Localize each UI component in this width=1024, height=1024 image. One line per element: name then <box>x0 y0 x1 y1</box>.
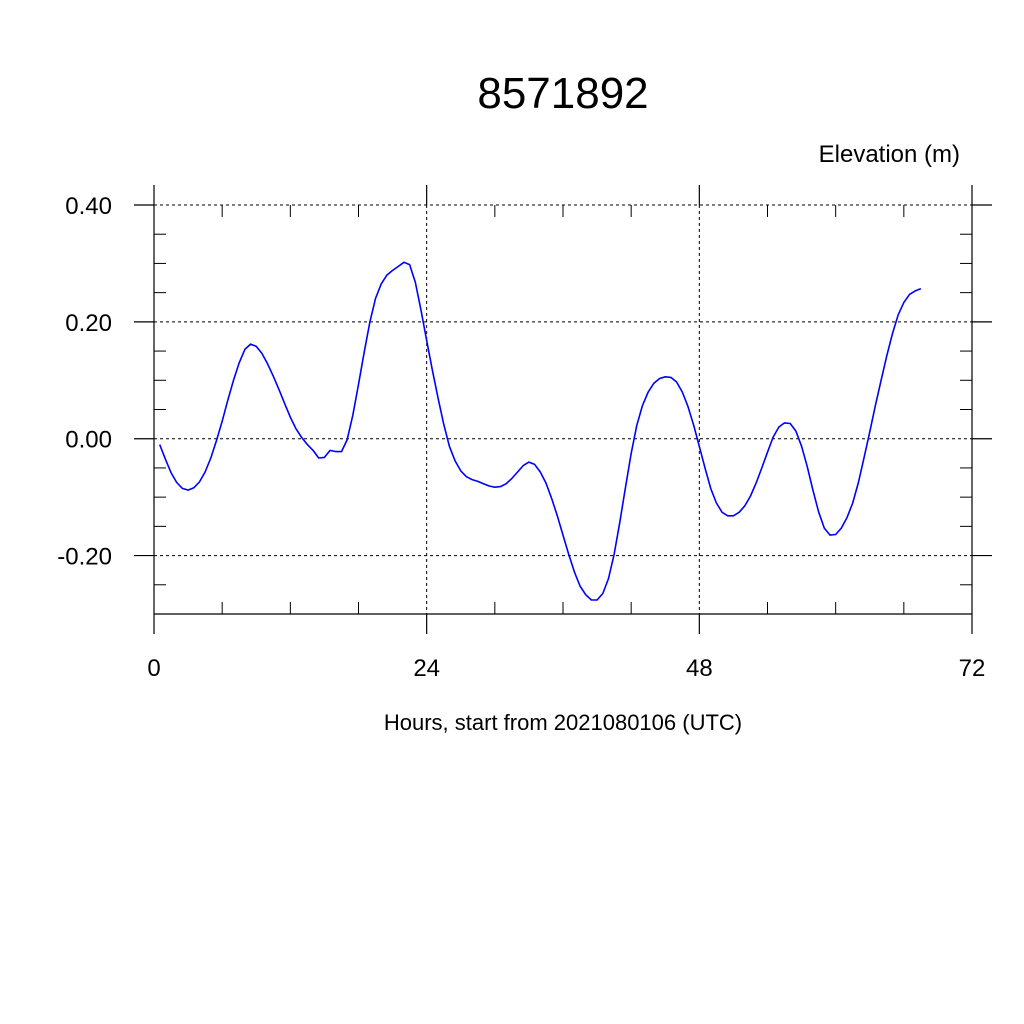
x-tick-label: 0 <box>147 655 160 682</box>
series-group <box>158 261 922 601</box>
plot-frame <box>153 205 973 615</box>
y-tick-label: 0.00 <box>65 427 112 454</box>
y-tick-label: 0.20 <box>65 310 112 337</box>
major-ticks <box>134 185 992 634</box>
y-tick-label: 0.40 <box>65 193 112 220</box>
chart-title: 8571892 <box>477 69 648 118</box>
x-axis-label: Hours, start from 2021080106 (UTC) <box>384 710 742 735</box>
series-line <box>158 261 922 601</box>
x-tick-label: 48 <box>686 655 713 682</box>
x-tick-label: 72 <box>959 655 986 682</box>
x-tick-label: 24 <box>413 655 440 682</box>
tick-labels: 0 24 48 72 -0.20 0.00 0.20 0.40 <box>57 193 985 682</box>
minor-ticks <box>154 205 972 615</box>
y-tick-label: -0.20 <box>57 544 112 571</box>
y-axis-label: Elevation (m) <box>819 141 960 168</box>
grid-lines <box>153 204 973 614</box>
